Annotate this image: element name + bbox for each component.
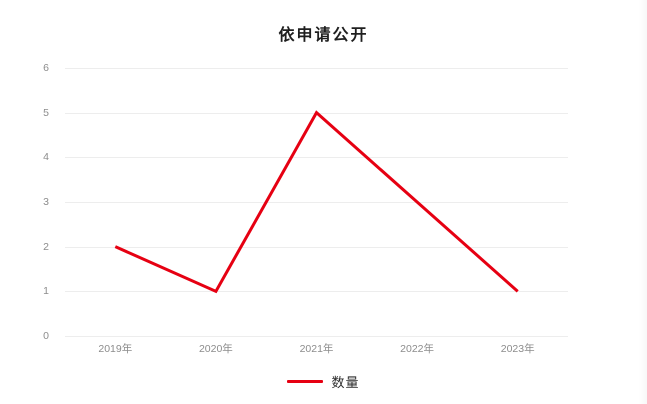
x-tick-label: 2019年 [98, 343, 133, 355]
y-tick-label: 6 [43, 62, 49, 74]
gridline [65, 157, 568, 159]
y-tick-label: 3 [43, 196, 49, 208]
y-tick-label: 5 [43, 106, 49, 119]
x-tick-label: 2022年 [400, 343, 435, 355]
plot-area [65, 68, 568, 337]
gridline [65, 246, 568, 248]
gridline [65, 291, 568, 293]
series-line [114, 110, 519, 294]
y-tick-label: 4 [43, 151, 49, 164]
legend-line-icon [287, 380, 324, 383]
series-layer [114, 110, 519, 294]
x-tick-label: 2020年 [198, 343, 233, 355]
x-tick-label: 2021年 [299, 343, 334, 355]
gridline [65, 336, 568, 337]
chart-title: 依申请公开 [278, 27, 369, 44]
gridline [65, 202, 568, 203]
y-tick-label: 1 [43, 285, 49, 298]
y-tick-label: 0 [43, 330, 49, 342]
legend-label: 数量 [331, 375, 360, 390]
chart-legend: 数量 [0, 372, 647, 391]
page-edge-shading [639, 0, 647, 404]
x-tick-label: 2023年 [500, 343, 535, 355]
legend-item[interactable]: 数量 [287, 372, 359, 391]
x-axis: 2019年 2020年 2021年 2022年 2023年 [65, 343, 568, 363]
gridline [65, 68, 568, 69]
y-tick-label: 2 [43, 240, 49, 253]
y-axis: 0 1 2 3 4 5 6 [0, 0, 62, 404]
